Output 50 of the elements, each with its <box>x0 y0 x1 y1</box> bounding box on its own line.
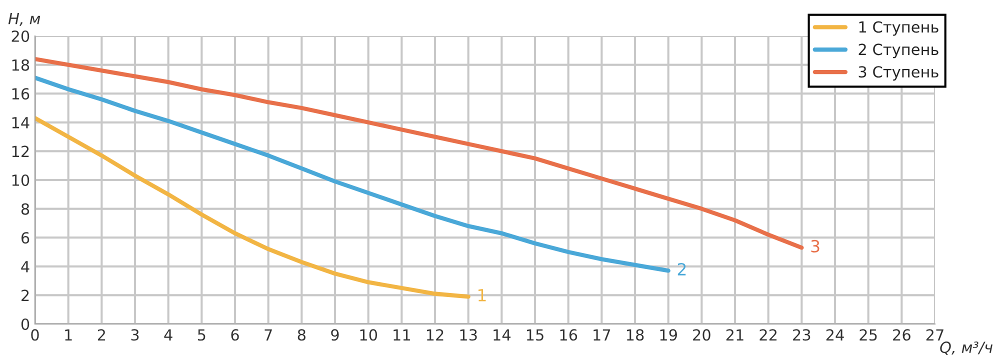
y-tick-label: 18 <box>12 59 30 71</box>
y-tick-label: 10 <box>12 174 30 186</box>
x-tick-label: 6 <box>231 329 239 341</box>
y-tick-label: 6 <box>21 232 30 244</box>
line-series <box>35 56 804 250</box>
annotation: 1 <box>478 289 486 302</box>
line-series <box>35 76 670 273</box>
annotation: 3 <box>811 240 820 253</box>
x-tick-label: 26 <box>893 329 910 341</box>
x-tick-label: 9 <box>331 329 339 341</box>
x-tick-label: 1 <box>65 329 72 340</box>
y-tick-label: 4 <box>21 261 30 272</box>
x-tick-label: 25 <box>860 329 877 341</box>
line-series <box>35 116 470 299</box>
x-tick-label: 5 <box>198 329 206 341</box>
x-tick-label: 4 <box>164 329 172 340</box>
y-tick-label: 20 <box>12 30 30 42</box>
y-tick-label: 14 <box>12 117 30 128</box>
x-tick-label: 21 <box>726 329 744 340</box>
y-axis-title: H, м <box>8 13 40 26</box>
x-tick-label: 27 <box>926 329 944 340</box>
legend-label: 1 Ступень <box>859 21 938 36</box>
x-tick-label: 0 <box>31 329 39 341</box>
x-tick-label: 7 <box>264 329 272 340</box>
x-tick-label: 20 <box>693 329 710 341</box>
x-tick-label: 10 <box>360 329 378 341</box>
y-tick-label: 0 <box>21 318 30 330</box>
x-tick-label: 3 <box>131 329 139 341</box>
x-axis-title: Q, м³/ч <box>940 342 992 355</box>
y-tick-label: 16 <box>12 88 30 100</box>
x-tick-label: 17 <box>594 329 610 340</box>
legend-label: 2 Ступень <box>858 44 938 58</box>
x-tick-label: 24 <box>826 329 844 340</box>
x-tick-label: 15 <box>526 329 544 341</box>
x-tick-label: 12 <box>426 329 444 340</box>
annotation: 2 <box>678 262 686 276</box>
y-tick-label: 12 <box>12 146 29 158</box>
x-tick-label: 11 <box>394 329 410 340</box>
y-tick-label: 8 <box>21 203 30 215</box>
x-tick-label: 8 <box>298 329 306 341</box>
legend-label: 3 Ступень <box>858 66 938 81</box>
x-tick-label: 23 <box>793 329 810 341</box>
x-tick-label: 14 <box>494 329 511 340</box>
x-tick-label: 19 <box>660 329 677 341</box>
x-tick-label: 13 <box>460 329 477 341</box>
x-tick-label: 2 <box>98 329 105 340</box>
x-tick-label: 18 <box>626 329 644 341</box>
y-tick-label: 2 <box>22 290 29 302</box>
x-tick-label: 16 <box>560 329 578 341</box>
x-tick-label: 22 <box>760 329 777 340</box>
